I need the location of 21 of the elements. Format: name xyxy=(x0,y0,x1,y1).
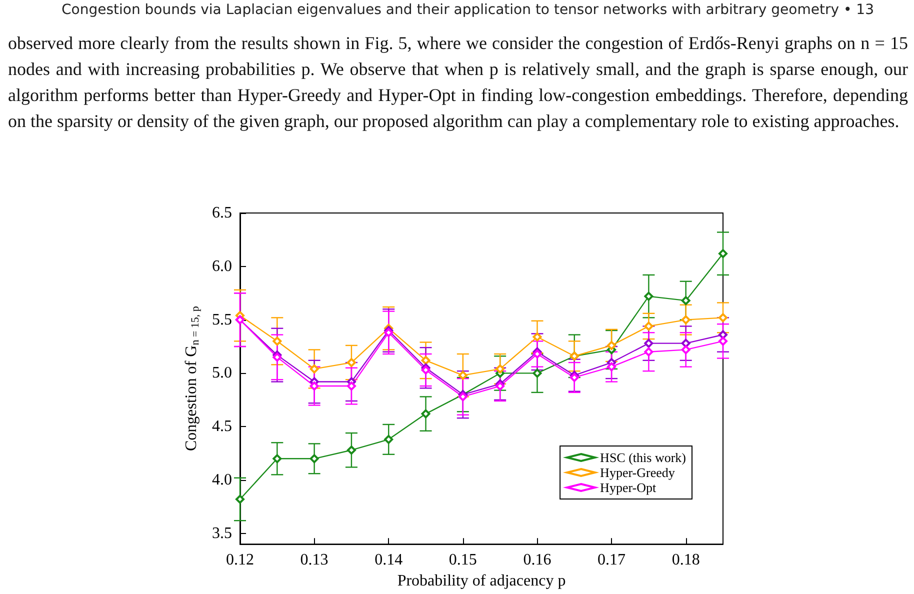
x-tick-label: 0.13 xyxy=(300,552,328,569)
y-tick-label: 4.5 xyxy=(212,418,232,436)
legend-label: HSC (this work) xyxy=(600,450,686,465)
x-tick-label: 0.17 xyxy=(598,552,626,569)
legend-label: Hyper-Opt xyxy=(600,480,656,495)
y-tick-label: 6.0 xyxy=(212,258,232,275)
x-tick-label: 0.12 xyxy=(226,552,254,569)
y-axis-title: Congestion of Gn = 15, p xyxy=(183,306,202,452)
y-tick-label: 4.0 xyxy=(212,472,232,489)
y-tick-label: 5.0 xyxy=(212,364,232,382)
text: Congestion bounds via Laplacian eigenvalues and their application to tensor networks with arbitrary geometry • 13 xyxy=(62,2,874,18)
x-tick-label: 0.18 xyxy=(672,552,700,569)
y-tick-label: 6.5 xyxy=(212,204,232,222)
x-tick-label: 0.16 xyxy=(523,552,552,569)
y-tick-label: 3.5 xyxy=(212,524,232,542)
legend-label: Hyper-Greedy xyxy=(600,465,676,480)
y-tick-label: 5.5 xyxy=(212,311,232,328)
x-axis-title: Probability of adjacency p xyxy=(397,572,566,590)
x-tick-label: 0.14 xyxy=(374,552,403,569)
x-tick-label: 0.15 xyxy=(448,552,477,569)
text: observed more clearly from the results shown in Fig. 5, where we consider the congestion of Erdős-Renyi graphs on n = 15 nodes and with increasing probabilities p. We observe that when p is relatively small, and the graph is sparse enough, our algorithm performs better than Hyper-Greedy and Hyper-Opt in finding low-congestion embeddings. Therefore, depending on the sparsity or density of the given graph, our proposed algorithm can play a complementary role to existing approaches. xyxy=(8,32,908,133)
